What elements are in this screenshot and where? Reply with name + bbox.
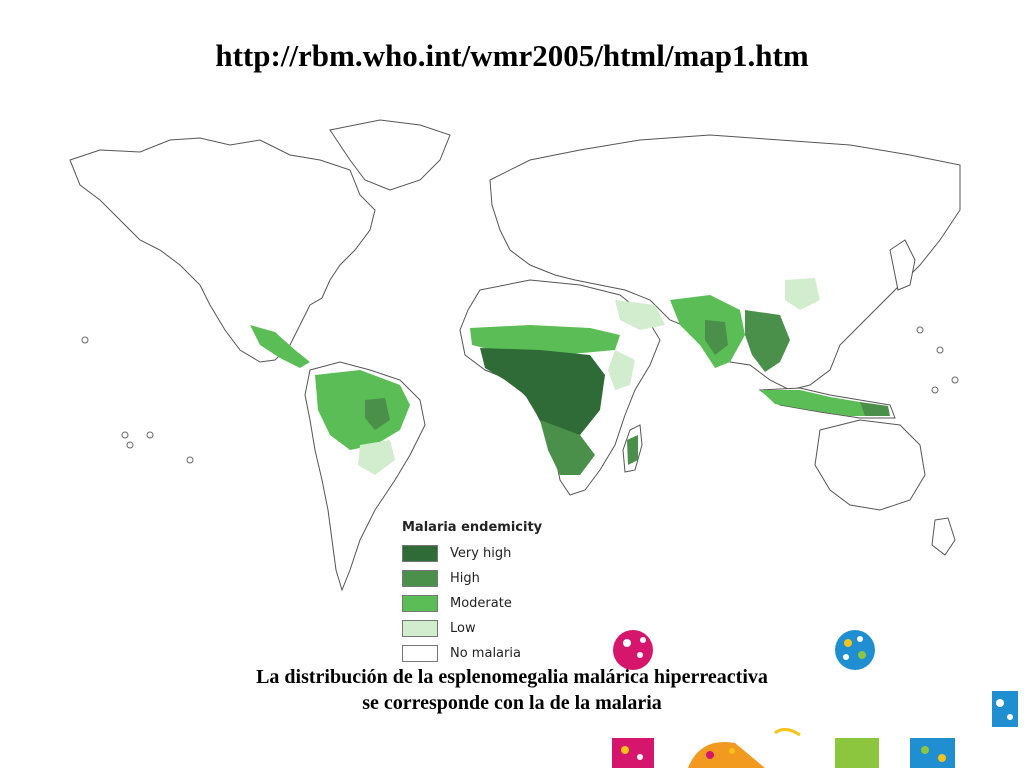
- new-zealand-outline: [931, 517, 956, 556]
- australia-outline: [814, 419, 926, 511]
- legend-label: Very high: [450, 546, 512, 561]
- legend-label: Moderate: [450, 596, 512, 611]
- legend-title: Malaria endemicity: [402, 520, 543, 535]
- legend-items: Very high High Moderate Low No malaria: [402, 541, 562, 666]
- north-america-outline: [69, 137, 376, 363]
- legend-swatch: [402, 620, 438, 637]
- greenland-outline: [329, 119, 451, 191]
- map-legend: Malaria endemicity Very high High Moderate…: [402, 520, 562, 666]
- india-high: [705, 320, 728, 355]
- magenta-blob-decor: [613, 630, 653, 670]
- bottom-strip-decor: [612, 728, 955, 768]
- legend-item: Low: [402, 616, 562, 641]
- world-map-svg: [69, 119, 961, 592]
- endemicity-areas: [250, 278, 890, 475]
- legend-label: High: [450, 571, 480, 586]
- legend-label: No malaria: [450, 646, 521, 661]
- blue-ball-decor: [835, 630, 875, 670]
- amazon-high: [365, 398, 390, 430]
- amazon-low: [358, 440, 395, 475]
- blue-puzzle-decor: [992, 691, 1018, 727]
- legend-label: Low: [450, 621, 476, 636]
- eurasia-outline: [489, 134, 961, 391]
- pacific-islands: [81, 326, 959, 464]
- world-map: [60, 100, 965, 620]
- africa-veryhigh: [480, 348, 605, 440]
- southeast-asia-high: [745, 310, 790, 372]
- legend-item: High: [402, 566, 562, 591]
- japan-outline: [889, 239, 916, 291]
- caption-line-1: La distribución de la esplenomegalia mal…: [256, 666, 768, 688]
- png-high: [860, 402, 890, 416]
- sahel-moderate: [470, 325, 620, 355]
- indonesia-moderate: [760, 390, 888, 416]
- africa-high: [540, 420, 595, 475]
- legend-swatch: [402, 595, 438, 612]
- decorative-shapes: [612, 630, 1018, 768]
- legend-swatch: [402, 570, 438, 587]
- legend-swatch: [402, 645, 438, 662]
- legend-swatch: [402, 545, 438, 562]
- legend-item: Moderate: [402, 591, 562, 616]
- source-url-title[interactable]: http://rbm.who.int/wmr2005/html/map1.htm: [215, 38, 809, 73]
- legend-item: No malaria: [402, 641, 562, 666]
- middle-east-low: [615, 300, 665, 330]
- slide-caption: La distribución de la esplenomegalia mal…: [0, 664, 1024, 716]
- central-america-moderate: [250, 325, 310, 368]
- madagascar-high: [627, 435, 638, 465]
- china-low: [785, 278, 820, 310]
- amazon-moderate: [315, 370, 410, 450]
- legend-item: Very high: [402, 541, 562, 566]
- caption-line-2: se corresponde con la de la malaria: [362, 692, 662, 714]
- east-africa-low: [608, 350, 635, 390]
